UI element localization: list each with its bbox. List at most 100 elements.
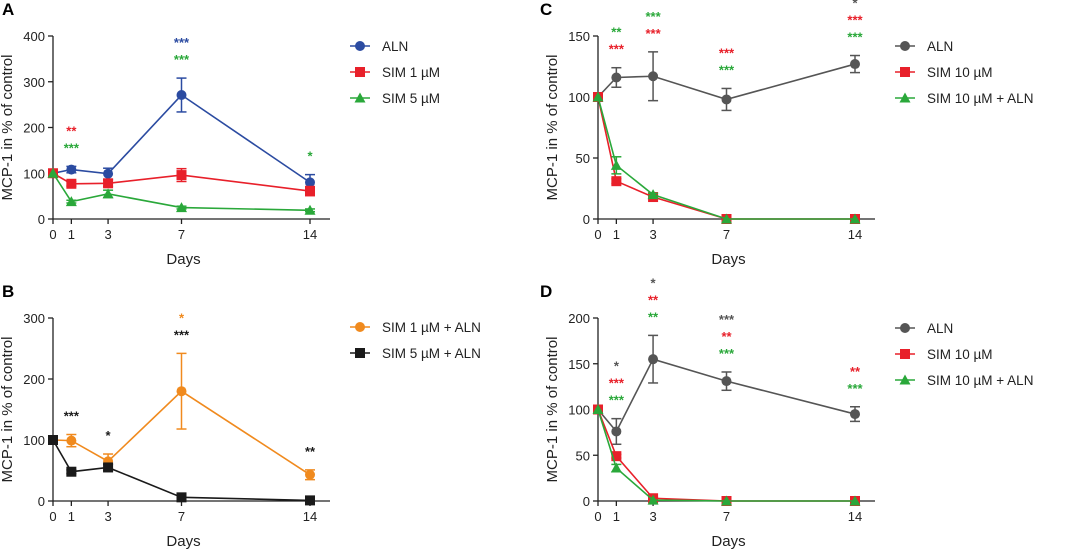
series-aln [593, 334, 860, 446]
data-point [611, 426, 622, 437]
y-tick-label: 200 [23, 372, 45, 387]
data-point [176, 170, 187, 181]
series-aln [593, 51, 860, 112]
data-point [103, 462, 114, 473]
data-point [176, 90, 187, 101]
series-sim-5-m-aln [48, 435, 315, 506]
data-point [305, 469, 315, 480]
significance-mark: *** [847, 13, 863, 28]
legend-label: ALN [927, 321, 953, 336]
significance-mark: *** [645, 26, 661, 41]
significance-mark: ** [305, 444, 316, 459]
significance-mark: *** [719, 312, 735, 327]
significance-mark: ** [648, 309, 659, 324]
data-point [849, 495, 861, 506]
x-axis-title: Days [711, 251, 745, 268]
data-point [611, 176, 622, 187]
legend-label: SIM 10 µM [927, 65, 993, 80]
y-axis-title: MCP-1 in % of control [0, 55, 16, 201]
data-point [304, 204, 316, 215]
legend-item: SIM 10 µM [895, 347, 993, 362]
y-tick-label: 100 [23, 433, 45, 448]
data-point [849, 213, 861, 224]
y-tick-label: 300 [23, 75, 45, 90]
data-point [176, 492, 187, 503]
legend-item: SIM 10 µM + ALN [895, 373, 1033, 388]
legend-marker [900, 67, 910, 77]
x-tick-label: 1 [68, 509, 75, 524]
x-tick-label: 3 [649, 227, 656, 242]
significance-mark: ** [721, 329, 732, 344]
significance-mark: * [106, 428, 112, 443]
significance-mark: *** [174, 327, 190, 342]
legend-marker [355, 41, 365, 51]
x-tick-label: 7 [723, 227, 730, 242]
data-point [48, 435, 58, 445]
legend-item: SIM 5 µM [350, 91, 440, 106]
significance-mark: ** [648, 292, 659, 307]
x-tick-label: 1 [68, 227, 75, 242]
data-point [66, 178, 77, 189]
y-tick-label: 400 [23, 29, 45, 44]
significance-mark: *** [719, 346, 735, 361]
data-point [611, 72, 622, 83]
y-tick-label: 50 [576, 448, 590, 463]
legend-marker [899, 92, 911, 103]
series-line [597, 409, 855, 502]
data-point [721, 376, 732, 387]
significance-mark: *** [847, 381, 863, 396]
data-point [66, 164, 77, 175]
x-tick-label: 3 [649, 509, 656, 524]
legend-label: SIM 1 µM [382, 65, 440, 80]
data-point [850, 59, 860, 70]
y-tick-label: 150 [568, 29, 590, 44]
legend-marker [900, 349, 910, 359]
x-tick-label: 14 [303, 227, 317, 242]
x-tick-label: 3 [104, 227, 111, 242]
series-sim-1-m-aln [48, 352, 315, 481]
x-tick-label: 3 [104, 509, 111, 524]
x-tick-label: 7 [178, 227, 185, 242]
series-line [597, 409, 855, 502]
legend-marker [900, 323, 910, 333]
x-tick-label: 14 [303, 509, 317, 524]
data-point [47, 167, 59, 178]
significance-mark: *** [64, 140, 80, 155]
y-tick-label: 0 [583, 212, 590, 227]
data-point [647, 494, 659, 505]
data-point [305, 495, 315, 506]
significance-mark: *** [174, 35, 190, 50]
significance-mark: *** [64, 409, 80, 424]
legend-label: SIM 10 µM [927, 347, 993, 362]
legend-label: SIM 10 µM + ALN [927, 373, 1033, 388]
legend-label: ALN [927, 39, 953, 54]
legend-item: ALN [895, 321, 953, 336]
significance-mark: *** [719, 62, 735, 77]
significance-mark: * [307, 149, 313, 164]
significance-mark: * [651, 275, 657, 290]
legend-item: SIM 1 µM + ALN [350, 320, 481, 335]
data-point [103, 178, 114, 189]
legend-marker [354, 92, 366, 103]
data-point [647, 189, 659, 200]
significance-mark: *** [609, 393, 625, 408]
series-line [597, 358, 856, 433]
y-tick-label: 0 [583, 494, 590, 509]
legend-marker [355, 322, 365, 332]
y-tick-label: 100 [23, 166, 45, 181]
data-point [592, 91, 604, 102]
x-tick-label: 7 [723, 509, 730, 524]
x-tick-label: 1 [613, 509, 620, 524]
y-tick-label: 0 [38, 494, 45, 509]
legend-marker [899, 374, 911, 385]
legend-item: SIM 10 µM [895, 65, 993, 80]
data-point [305, 177, 315, 188]
series-line [597, 96, 855, 220]
x-axis-title: Days [166, 251, 200, 268]
data-point [176, 386, 187, 397]
series-sim-1-m [48, 167, 315, 197]
significance-mark: *** [847, 30, 863, 45]
